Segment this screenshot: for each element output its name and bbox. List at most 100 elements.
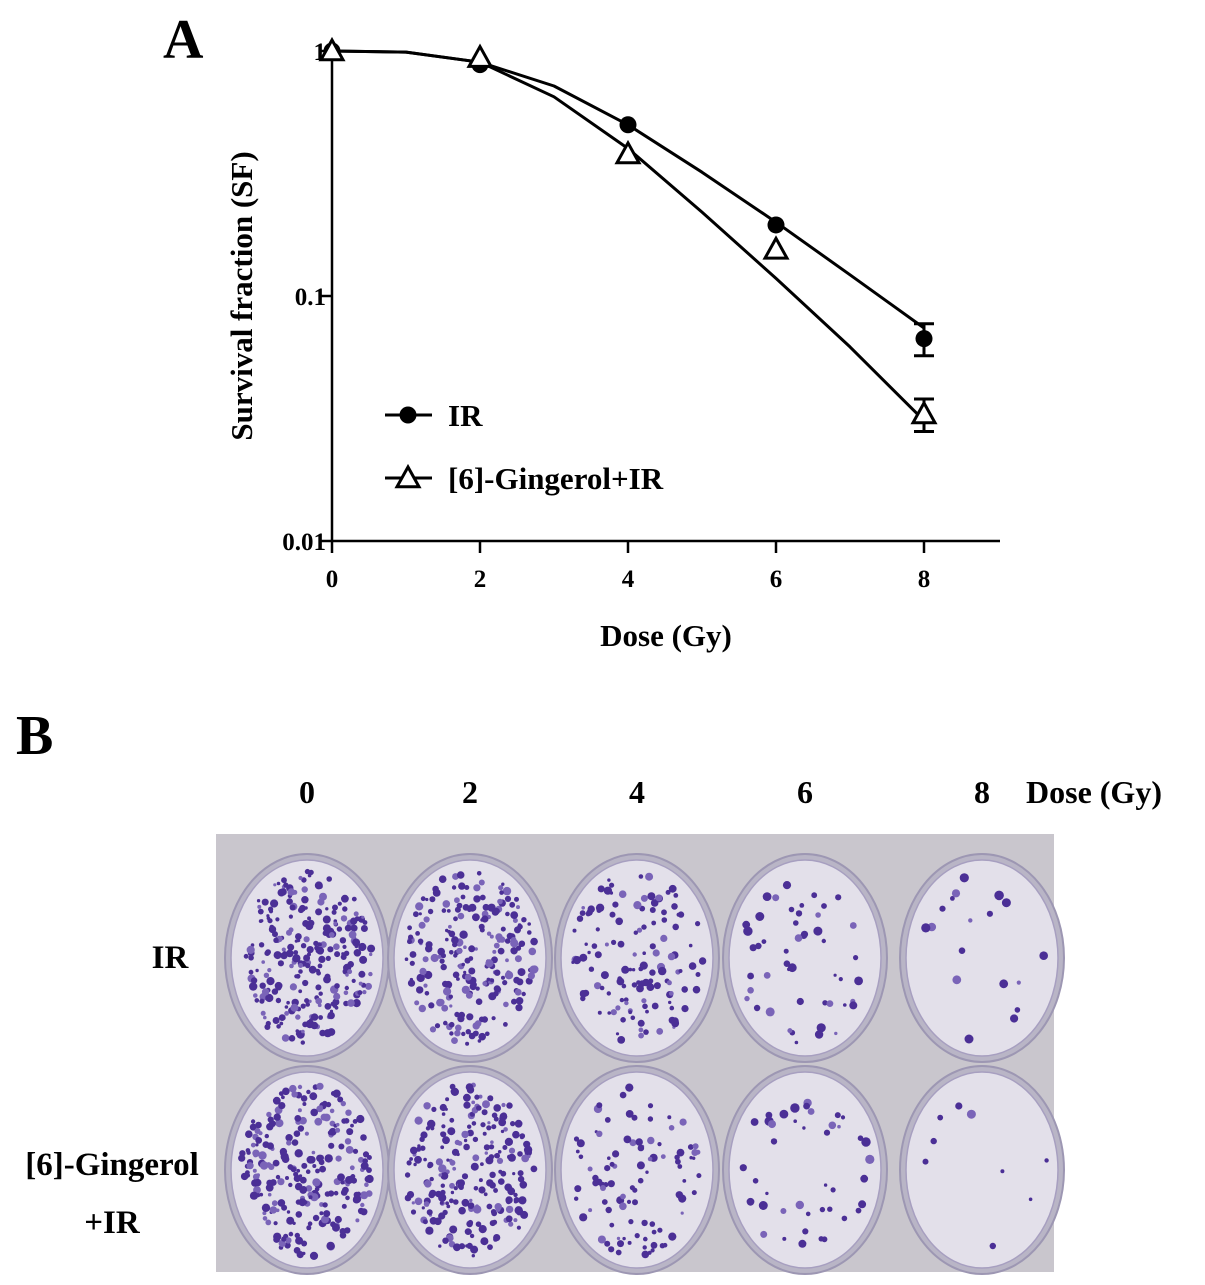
colony — [328, 1142, 335, 1149]
colony — [605, 1206, 612, 1214]
colony — [286, 1140, 292, 1146]
colony — [264, 1133, 269, 1139]
colony — [421, 1206, 425, 1210]
colony — [417, 1144, 421, 1148]
dose-header-label: 2 — [462, 774, 478, 810]
colony — [493, 1104, 502, 1112]
colony — [266, 1142, 274, 1150]
colony — [630, 1015, 636, 1021]
colony — [287, 1164, 294, 1170]
colony — [304, 868, 311, 875]
x-tick-label: 6 — [770, 566, 783, 593]
colony — [268, 1163, 275, 1170]
colony — [491, 1016, 496, 1021]
colony — [747, 987, 754, 994]
colony — [297, 1125, 305, 1132]
colony — [310, 1013, 319, 1021]
colony — [854, 976, 863, 986]
colony — [592, 1179, 599, 1187]
colony — [305, 1185, 313, 1192]
colony — [446, 1204, 451, 1209]
colony — [454, 1030, 461, 1037]
colony — [429, 1176, 434, 1182]
colony — [502, 1145, 508, 1150]
colony — [750, 1118, 759, 1126]
colony — [360, 1161, 369, 1170]
colony — [440, 1172, 449, 1180]
colony — [259, 1161, 269, 1170]
colony — [1014, 1007, 1021, 1013]
colony — [624, 1000, 629, 1006]
colony — [438, 875, 447, 883]
colony — [316, 970, 321, 976]
colony — [345, 1195, 350, 1201]
colony — [642, 951, 646, 955]
colony — [273, 1221, 278, 1226]
row-label: +IR — [84, 1205, 141, 1241]
colony — [470, 1162, 479, 1171]
colony — [504, 1137, 513, 1146]
colony — [289, 963, 294, 969]
colony — [453, 953, 458, 958]
colony — [521, 917, 527, 923]
colony — [266, 914, 270, 918]
colony — [353, 949, 362, 957]
colony — [291, 1091, 298, 1098]
colony — [259, 982, 266, 989]
colony — [588, 1208, 593, 1213]
colony — [337, 901, 342, 906]
colony — [521, 991, 526, 997]
colony — [243, 953, 249, 959]
colony — [691, 1149, 699, 1156]
colony — [489, 1171, 496, 1179]
colony — [458, 882, 466, 890]
colony — [475, 986, 480, 991]
colony — [841, 1215, 848, 1222]
colony — [429, 1189, 437, 1197]
colony — [487, 1121, 491, 1125]
y-tick-label: 0.01 — [282, 529, 326, 556]
colony — [336, 926, 343, 932]
colony — [672, 923, 679, 931]
colony — [329, 932, 335, 938]
colony — [315, 997, 323, 1005]
colony — [293, 1171, 299, 1177]
colony — [641, 924, 647, 930]
colony — [628, 1219, 634, 1225]
colony — [619, 1202, 627, 1211]
colony — [637, 1144, 645, 1152]
colony — [668, 884, 677, 893]
colony — [269, 1206, 278, 1214]
colony — [308, 1156, 316, 1164]
colony — [446, 1158, 450, 1162]
colony — [818, 1236, 824, 1242]
colony — [514, 955, 522, 963]
colony — [678, 1194, 687, 1203]
colony — [277, 960, 284, 967]
row-labels: IR [6]-Gingerol +IR — [25, 940, 199, 1241]
colony — [811, 892, 818, 899]
colony — [502, 886, 512, 896]
colony — [456, 977, 460, 981]
colony — [249, 1191, 259, 1200]
colony — [453, 1243, 461, 1252]
colony — [461, 985, 470, 994]
colony — [492, 949, 497, 954]
colony — [635, 1138, 643, 1146]
colony — [337, 1096, 344, 1103]
colony — [468, 967, 476, 975]
colony — [326, 876, 333, 882]
colony — [795, 910, 803, 917]
colony — [438, 1193, 447, 1202]
panel-b-label: B — [16, 705, 53, 767]
colony — [795, 1200, 804, 1210]
colony — [474, 1094, 480, 1100]
colony — [404, 1172, 411, 1178]
colony — [480, 1237, 489, 1246]
colony — [350, 917, 358, 925]
colony — [689, 1156, 693, 1160]
colony — [660, 1154, 666, 1159]
colony — [631, 982, 638, 988]
colony — [306, 946, 314, 954]
colony — [512, 918, 518, 923]
